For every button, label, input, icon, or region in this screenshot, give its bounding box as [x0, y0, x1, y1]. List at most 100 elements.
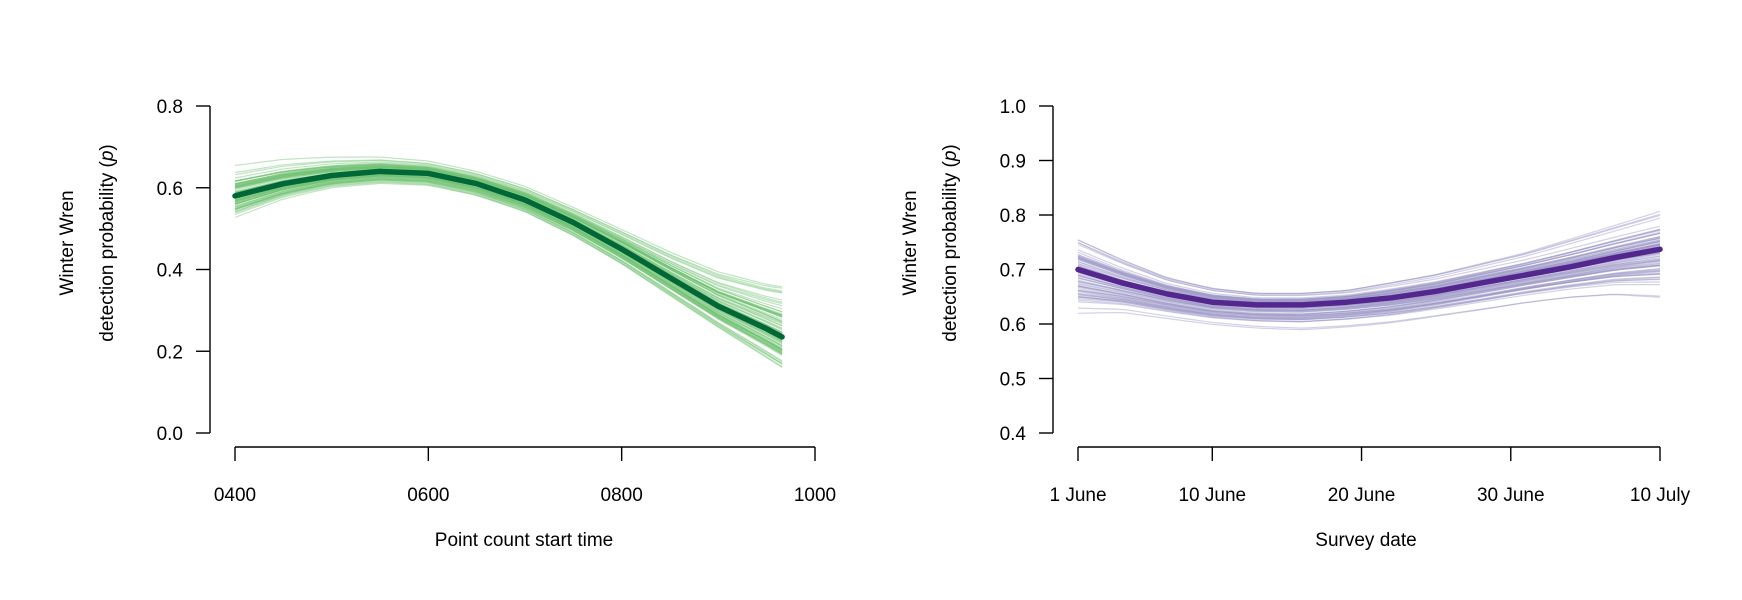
date-posterior-line: [1077, 262, 1661, 311]
time-posterior-line: [234, 179, 783, 365]
date-posterior-line: [1077, 278, 1661, 321]
date-ylabel-line1: Winter Wren: [900, 190, 921, 295]
time-posterior-line: [234, 167, 783, 331]
time-posterior-line: [234, 165, 783, 305]
date-posterior-line: [1077, 237, 1661, 302]
date-posterior-line: [1077, 284, 1660, 323]
date-posterior-line: [1077, 210, 1661, 295]
date-posterior-line: [1077, 270, 1661, 321]
date-posterior-line: [1077, 214, 1661, 295]
date-posterior-line: [1077, 265, 1661, 312]
time-y-tick-label: 0.0: [157, 424, 183, 445]
date-y-tick-label: 0.7: [1000, 261, 1026, 282]
date-posterior-line: [1077, 257, 1661, 313]
date-posterior-line: [1077, 265, 1661, 315]
date-posterior-line: [1077, 228, 1661, 301]
date-y-axis: 0.4 0.5 0.6 0.7 0.8 0.9 1.0: [1000, 97, 1054, 445]
time-posterior-line: [234, 167, 783, 318]
date-posterior-line: [1077, 239, 1661, 302]
date-y-tick-label: 1.0: [1000, 97, 1026, 118]
date-posterior-line: [1077, 268, 1661, 320]
time-xlabel: Point count start time: [435, 530, 613, 551]
time-posterior-line: [234, 175, 783, 347]
date-posterior-line: [1077, 259, 1661, 311]
time-posterior-line: [234, 181, 783, 368]
time-posterior-line: [234, 175, 783, 349]
date-posterior-line: [1077, 264, 1661, 313]
time-posterior-line: [234, 182, 783, 365]
date-posterior-band: [1077, 210, 1661, 331]
date-posterior-line: [1077, 294, 1661, 329]
time-posterior-line: [234, 179, 783, 354]
date-posterior-line: [1077, 276, 1661, 323]
date-posterior-line: [1077, 273, 1661, 317]
time-posterior-line: [234, 180, 783, 365]
date-posterior-line: [1077, 276, 1661, 321]
date-y-tick-label: 0.6: [1000, 315, 1026, 336]
date-posterior-line: [1077, 229, 1661, 300]
date-posterior-line: [1077, 253, 1661, 311]
date-x-axis: 1 June 10 June 20 June 30 June 10 July: [1049, 446, 1691, 506]
time-x-axis: 0400 0600 0800 1000: [214, 446, 836, 506]
time-posterior-line: [234, 165, 783, 310]
time-posterior-line: [234, 176, 783, 351]
time-posterior-line: [234, 174, 783, 353]
date-y-tick-label: 0.4: [1000, 424, 1027, 445]
date-posterior-line: [1077, 264, 1661, 315]
date-posterior-line: [1077, 293, 1661, 331]
time-posterior-line: [234, 176, 783, 355]
time-posterior-line: [234, 175, 783, 348]
date-posterior-line: [1077, 229, 1661, 299]
time-posterior-line: [234, 178, 783, 362]
date-posterior-line: [1077, 236, 1661, 303]
time-posterior-line: [234, 159, 783, 289]
date-posterior-line: [1077, 239, 1661, 303]
time-posterior-line: [234, 163, 783, 313]
time-posterior-line: [234, 161, 783, 293]
time-posterior-line: [234, 164, 783, 301]
time-posterior-line: [234, 164, 783, 318]
time-posterior-line: [234, 174, 783, 352]
date-posterior-line: [1077, 232, 1661, 301]
date-posterior-line: [1077, 217, 1661, 296]
time-posterior-band: [234, 156, 783, 369]
date-posterior-line: [1077, 264, 1661, 312]
time-posterior-line: [234, 166, 783, 315]
time-posterior-line: [234, 163, 783, 303]
date-posterior-line: [1077, 225, 1661, 297]
date-y-tick-label: 0.9: [1000, 152, 1026, 173]
time-posterior-line: [234, 177, 783, 353]
date-posterior-line: [1077, 231, 1661, 301]
date-posterior-line: [1077, 235, 1661, 302]
date-x-tick-label: 1 June: [1049, 485, 1106, 506]
time-posterior-line: [234, 165, 783, 316]
date-posterior-line: [1077, 213, 1661, 294]
time-posterior-line: [234, 165, 783, 316]
date-posterior-line: [1077, 263, 1661, 317]
date-ylabel-line2: detection probability (p): [940, 144, 961, 342]
time-y-tick-label: 0.4: [157, 261, 184, 282]
date-posterior-line: [1077, 255, 1661, 312]
time-posterior-line: [234, 165, 783, 322]
time-x-tick-label: 1000: [794, 485, 836, 506]
time-y-tick-label: 0.2: [157, 342, 183, 363]
date-posterior-line: [1077, 269, 1661, 319]
time-posterior-line: [234, 165, 783, 323]
date-posterior-line: [1077, 273, 1661, 317]
time-posterior-line: [234, 175, 783, 350]
date-y-tick-label: 0.5: [1000, 370, 1026, 391]
date-x-tick-label: 20 June: [1328, 485, 1396, 506]
date-posterior-line: [1077, 236, 1661, 303]
date-y-tick-label: 0.8: [1000, 206, 1026, 227]
date-panel: Winter Wren detection probability (p) Su…: [900, 97, 1691, 551]
time-posterior-line: [234, 178, 783, 355]
time-posterior-line: [234, 174, 783, 347]
time-posterior-line: [234, 166, 783, 316]
date-posterior-line: [1077, 232, 1661, 301]
date-posterior-line: [1077, 269, 1661, 317]
time-posterior-line: [234, 166, 783, 317]
time-posterior-line: [234, 181, 783, 369]
time-posterior-line: [234, 156, 783, 288]
time-ylabel-line1: Winter Wren: [57, 190, 78, 295]
time-ylabel-line2: detection probability (p): [97, 144, 118, 342]
